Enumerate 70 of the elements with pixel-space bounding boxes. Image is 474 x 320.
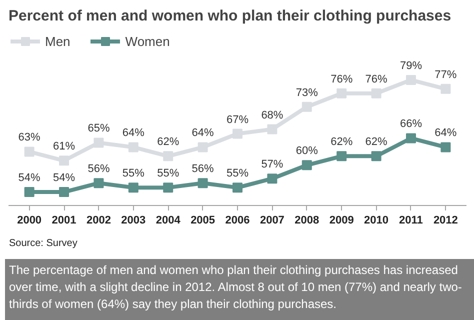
point [406,133,416,144]
data-label: 68% [261,109,284,122]
data-label: 65% [88,122,110,135]
point [267,174,278,184]
point [371,88,382,98]
data-label: 76% [365,73,388,86]
x-tick-label: 2004 [156,214,182,226]
data-label: 55% [122,168,145,180]
data-label: 54% [53,172,76,184]
data-label: 57% [261,158,284,171]
point [59,187,70,198]
data-label: 56% [192,163,214,176]
x-tick-label: 2011 [399,214,423,226]
point [94,178,104,188]
text: The percentage of men and women who plan their clothing purchases has increased over time, with a slight decline in 2012. Almost 8 out of 10 men (77%) and nearly two-thirds of women (64%) say they plan their clothing purchases. [9,262,463,314]
data-label: 61% [53,140,76,153]
data-label: 77% [434,68,457,81]
data-label: 55% [226,168,249,180]
point [24,187,34,198]
data-label: 73% [296,86,318,99]
point [163,182,174,193]
data-label: 56% [88,163,110,176]
data-label: 62% [157,136,180,148]
point [128,142,138,152]
point [336,88,347,98]
data-label: 62% [365,136,388,148]
x-tick-label: 2012 [433,214,458,226]
point [163,151,174,162]
x-tick-label: 2007 [260,214,284,226]
point [94,138,104,148]
point [302,160,312,170]
data-label: 54% [18,172,41,184]
legend-label: Women [125,34,170,48]
point [267,124,278,134]
data-label: 55% [157,168,180,180]
source-note: Source: Survey [9,237,78,251]
data-label: 76% [330,73,353,86]
data-label: 60% [296,145,318,158]
data-label: 64% [434,127,457,140]
data-label: 64% [192,127,214,140]
data-label: 62% [330,136,353,148]
x-tick-label: 2001 [52,214,76,226]
legend-label: Men [45,34,70,48]
data-label: 64% [122,127,145,140]
point [302,102,312,112]
x-tick-label: 2009 [329,214,354,226]
point [232,128,242,139]
point [198,142,208,152]
point [24,146,34,157]
x-tick-label: 2010 [364,214,389,226]
point [440,142,451,152]
point [440,84,451,94]
point [198,178,208,188]
point [336,151,347,162]
x-tick-label: 2006 [225,214,250,226]
data-label: 79% [400,60,422,72]
point [232,182,242,193]
point [59,156,70,166]
data-label: 67% [226,114,249,126]
data-label: 63% [18,132,41,144]
point [371,151,382,162]
chart-title: Percent of men and women who plan their clothing purchases [8,8,452,24]
x-tick-label: 2005 [190,214,216,226]
x-tick-label: 2000 [17,214,42,226]
x-tick-label: 2003 [121,214,146,226]
data-label: 66% [400,118,422,130]
point [128,182,138,193]
x-tick-label: 2008 [294,214,320,226]
x-tick-label: 2002 [86,214,111,226]
point [406,74,416,85]
